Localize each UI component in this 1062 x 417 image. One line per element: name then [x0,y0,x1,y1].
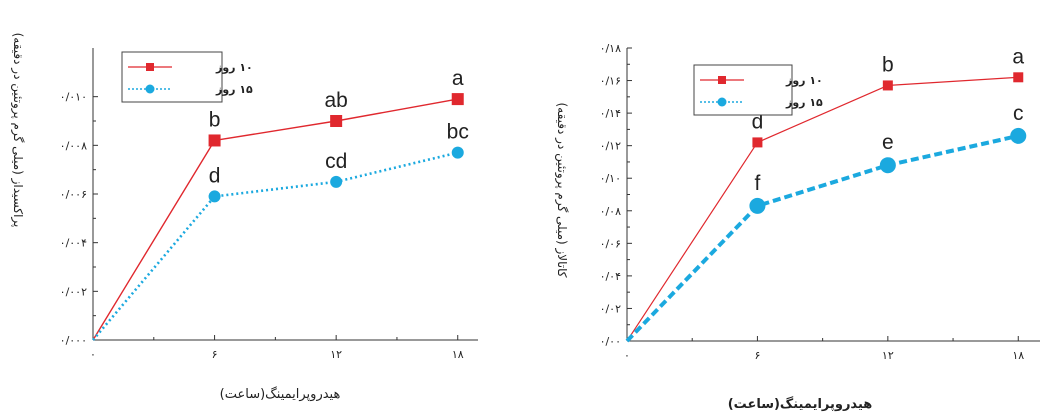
data-label: b [209,108,221,131]
legend: ۱۰ روز ۱۵ روز [121,51,253,103]
data-label: bc [447,121,469,144]
data-point-square [1013,72,1024,83]
data-point-circle [1010,127,1027,144]
legend-label: ۱۰ روز [785,74,823,87]
y-tick-label: ۰/۱۴ [600,107,622,120]
series-line-2 [92,151,459,341]
x-tick-label: ۰ [90,348,96,361]
y-tick-label: ۰/۰۱۰ [60,91,87,104]
data-point-square [882,80,893,91]
data-label: c [1013,102,1024,125]
legend-marker-square [718,76,726,84]
y-tick-label: ۰/۱۶ [600,75,621,88]
y-tick-label: ۰/۰۸ [600,205,622,218]
data-point-circle [208,190,221,203]
data-point-circle [451,146,464,159]
y-tick-label: ۰/۱۰ [600,172,621,185]
y-tick-label: ۰/۰۰۴ [60,237,87,250]
y-tick-label: ۰/۰۲ [600,302,622,315]
y-tick-label: ۰/۱۲ [600,140,622,153]
legend-marker-circle [145,84,155,94]
data-point-circle [330,175,343,188]
legend-marker-square [146,63,154,71]
data-label: f [754,172,760,195]
legend-label: ۱۰ روز [215,61,253,74]
x-tick-label: ۱۸ [1012,349,1024,362]
y-tick-label: ۰/۱۸ [600,42,622,55]
y-tick-label: ۰/۰۰۰ [60,334,87,347]
x-tick-label: ۰ [624,349,630,362]
series-line-1 [626,76,1019,342]
series-line-1 [92,98,458,341]
data-label: d [752,110,764,133]
data-label: cd [325,150,347,173]
x-tick-label: ۶ [212,348,218,361]
y-axis-label: کاتالاز (میلی گرم پروتئین در دقیقه) [554,102,569,277]
legend-box [693,64,793,116]
legend-label: ۱۵ روز [215,83,253,96]
legend-marker-circle [717,97,727,107]
chart-2: ۰/۰۰ ۰/۰۲ ۰/۰۴ ۰/۰۶ ۰/۰۸ ۰/۱۰ ۰/۱۲ ۰/۱۴ ۰/۱۶ ۰/۱۸… [554,42,1040,412]
y-tick-label: ۰/۰۰ [600,335,621,348]
data-label: a [452,67,464,90]
legend-label: ۱۵ روز [785,96,823,109]
data-point-square [330,115,343,127]
data-label: e [882,131,894,154]
x-axis-label: هیدروپرایمینگ(ساعت) [728,396,873,412]
legend: ۱۰ روز ۱۵ روز [693,64,823,116]
data-point-circle [879,157,896,174]
data-label: d [209,164,221,187]
x-tick-label: ۶ [754,349,760,362]
data-point-circle [749,197,766,214]
data-point-square [208,134,221,147]
y-tick-label: ۰/۰۰۲ [60,285,87,298]
y-axis-label: پراکسیداز (میلی گرم پروتئین در دقیقه) [10,33,25,228]
x-tick-label: ۱۲ [882,349,894,362]
x-tick-label: ۱۸ [452,348,464,361]
legend-box [121,51,223,103]
y-tick-label: ۰/۰۴ [600,270,622,283]
y-tick-label: ۰/۰۶ [600,237,621,250]
x-tick-label: ۱۲ [330,348,342,361]
y-tick-label: ۰/۰۰۸ [60,139,87,152]
data-point-square [451,93,464,106]
y-tick-label: ۰/۰۰۶ [60,188,87,201]
series-line-2 [625,133,1019,343]
x-axis-label: هیدروپرایمینگ(ساعت) [220,386,341,402]
data-point-square [752,137,763,148]
data-label: a [1012,45,1024,68]
chart-1: ۰/۰۰۰ ۰/۰۰۲ ۰/۰۰۴ ۰/۰۰۶ ۰/۰۰۸ ۰/۰۱۰ ۰ ۶ ۱۲ ۱۸ هیدر… [10,33,478,402]
data-label: b [882,53,894,76]
data-label: ab [324,89,347,112]
